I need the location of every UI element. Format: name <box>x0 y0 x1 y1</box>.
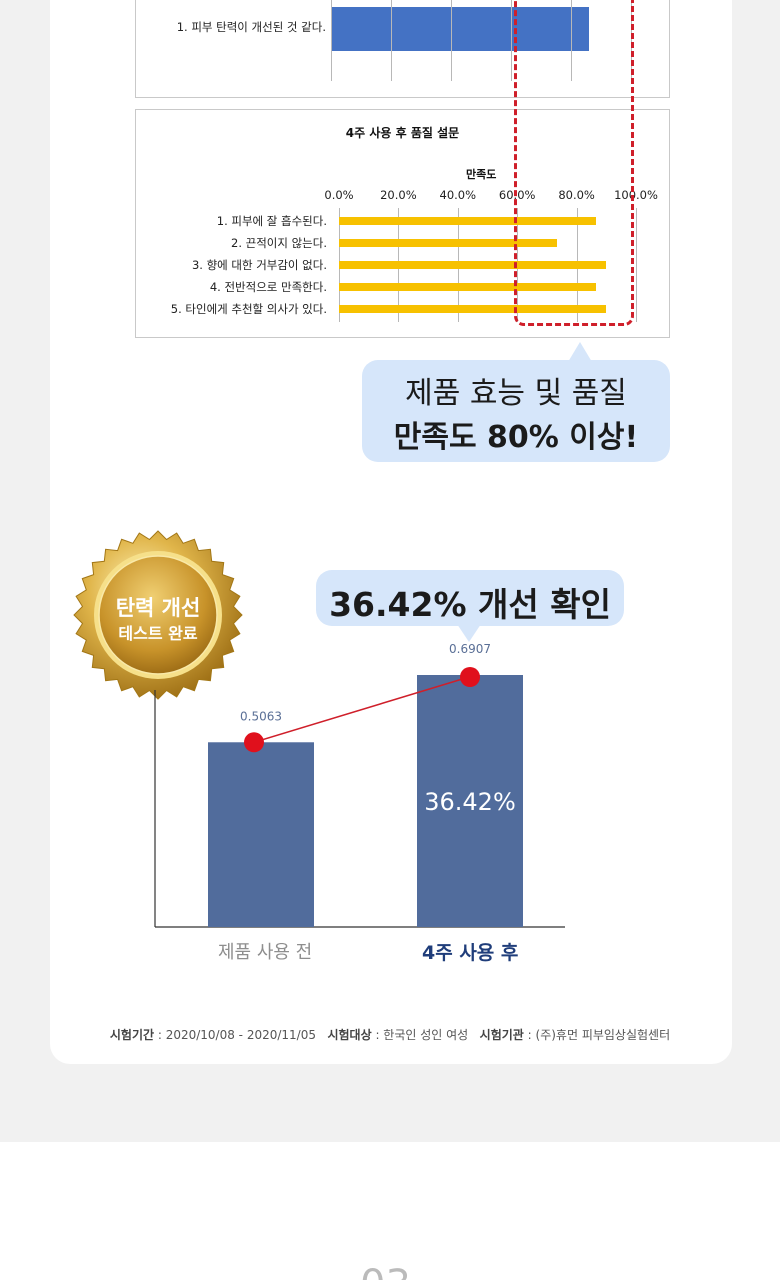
survey-chart-axis-label: 만족도 <box>466 168 497 181</box>
trend-point <box>244 732 264 753</box>
page-number: 03 <box>360 1262 411 1280</box>
callout1-line1: 제품 효능 및 품질 <box>405 376 627 411</box>
survey-chart-title: 4주 사용 후 품질 설문 <box>345 126 460 140</box>
survey-bar <box>339 305 607 313</box>
callout1-line2: 만족도 80% 이상! <box>393 420 639 455</box>
x-label-after: 4주 사용 후 <box>422 942 519 964</box>
survey-tick-label: 100.0% <box>614 188 658 202</box>
callout1-tail <box>568 342 592 362</box>
survey-tick-label: 80.0% <box>558 188 595 202</box>
footer-key-subject: 시험대상 <box>327 1028 372 1042</box>
survey-category-label: 4. 전반적으로 만족한다. <box>209 280 327 294</box>
survey-tick-label: 40.0% <box>439 188 477 202</box>
gold-medal-badge: 탄력 개선 테스트 완료 <box>73 530 243 700</box>
before-after-chart: 0.5063 0.6907 36.42% <box>154 642 565 928</box>
badge-line2: 테스트 완료 <box>118 624 198 643</box>
elasticity-chart: 1. 피부 탄력이 개선된 것 같다. <box>135 0 670 98</box>
x-label-before-text: 제품 사용 전 <box>218 942 313 963</box>
footer-value-subject: : 한국인 성인 여성 <box>371 1028 469 1042</box>
survey-category-label: 3. 향에 대한 거부감이 없다. <box>191 258 327 272</box>
survey-bar <box>339 261 607 269</box>
improvement-callout: 36.42% 개선 확인 <box>316 570 624 626</box>
footer-value-org: : (주)휴먼 피부임상실험센터 <box>523 1028 671 1042</box>
top-chart-category: 1. 피부 탄력이 개선된 것 같다. <box>176 20 326 34</box>
highlight-dashed-frame <box>514 0 634 326</box>
survey-tick-label: 0.0% <box>324 188 354 202</box>
survey-bar <box>339 239 557 247</box>
survey-category-label: 5. 타인에게 추천할 의사가 있다. <box>170 302 327 316</box>
callout2-tail <box>457 624 481 642</box>
survey-chart: 4주 사용 후 품질 설문 만족도 0.0% 20.0% 40.0% 60.0% 80.… <box>135 109 670 338</box>
footer-value-period: : 2020/10/08 - 2020/11/05 <box>154 1028 316 1042</box>
badge-line1: 탄력 개선 <box>115 596 201 620</box>
trend-line <box>253 676 470 743</box>
survey-tick-label: 60.0% <box>498 188 536 202</box>
top-chart-gridline <box>571 0 572 81</box>
survey-gridline <box>636 208 637 322</box>
bar-after <box>417 675 523 927</box>
top-chart-gridline <box>331 0 332 81</box>
top-chart-gridline <box>511 0 512 81</box>
bar-data-label: 0.5063 <box>240 709 282 723</box>
survey-category-label: 1. 피부에 잘 흡수된다. <box>216 214 327 228</box>
footer-note: 시험기간 : 2020/10/08 - 2020/11/05 시험대상 : 한국… <box>0 1026 780 1043</box>
survey-category-label: 2. 끈적이지 않는다. <box>231 236 327 250</box>
medal-icon <box>73 530 243 700</box>
survey-bar <box>339 217 597 225</box>
bar-data-label: 0.6907 <box>449 642 491 656</box>
top-chart-bar <box>331 7 589 51</box>
footer-key-org: 시험기관 <box>479 1028 524 1042</box>
trend-point <box>460 667 480 687</box>
survey-bar <box>339 283 597 291</box>
top-chart-gridline <box>451 0 452 81</box>
callout2-text: 36.42% 개선 확인 <box>329 585 611 624</box>
top-chart-gridline <box>391 0 392 81</box>
bar-annotation: 36.42% <box>424 788 516 816</box>
satisfaction-callout: 제품 효능 및 품질 만족도 80% 이상! <box>362 360 670 462</box>
bar-before <box>208 742 314 927</box>
survey-tick-label: 20.0% <box>380 188 417 202</box>
footer-key-period: 시험기간 <box>109 1028 155 1042</box>
